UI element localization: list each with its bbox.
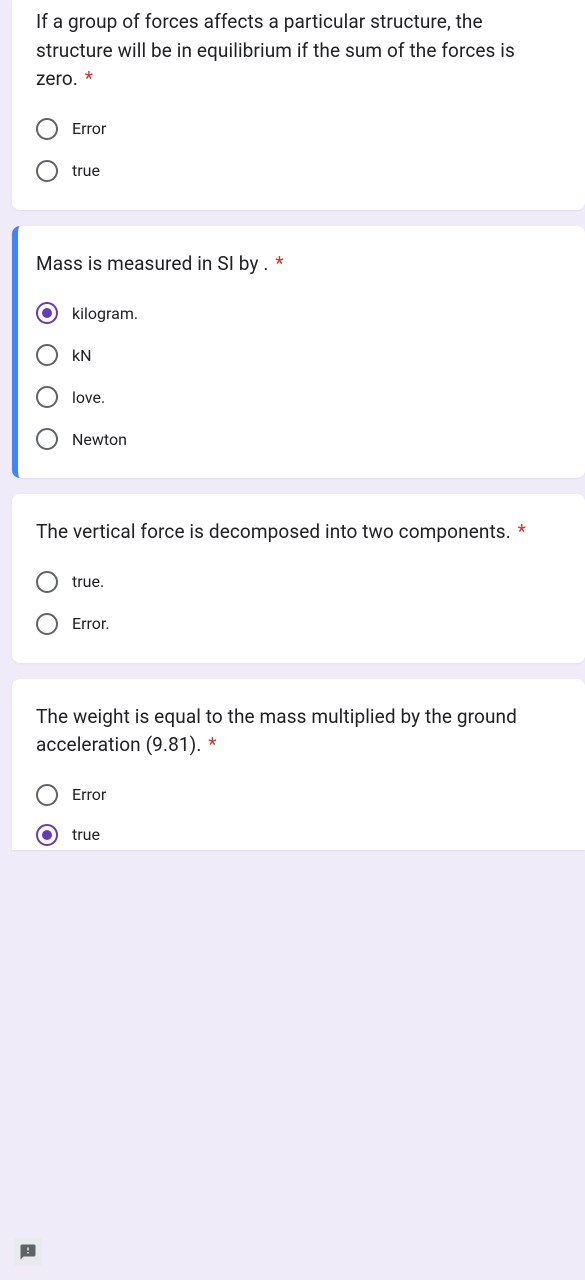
option-row[interactable]: Newton	[36, 428, 561, 450]
radio-icon	[36, 571, 58, 593]
radio-icon	[36, 824, 58, 846]
required-mark: *	[518, 520, 526, 543]
radio-icon	[36, 160, 58, 182]
option-row[interactable]: love.	[36, 386, 561, 408]
option-label: Newton	[72, 430, 127, 449]
question-card: The vertical force is decomposed into tw…	[12, 494, 585, 663]
option-row[interactable]: true	[36, 160, 561, 182]
option-row[interactable]: true.	[36, 571, 561, 593]
option-row[interactable]: Error	[36, 784, 561, 806]
options-group: Error true	[36, 784, 561, 846]
radio-icon	[36, 386, 58, 408]
option-label: love.	[72, 388, 105, 407]
option-row[interactable]: kilogram.	[36, 302, 561, 324]
question-text: Mass is measured in SI by . *	[36, 250, 561, 279]
radio-icon	[36, 302, 58, 324]
radio-icon	[36, 784, 58, 806]
option-label: kN	[72, 346, 92, 365]
options-group: true. Error.	[36, 571, 561, 635]
option-label: true.	[72, 572, 104, 591]
option-label: Error	[72, 785, 106, 804]
radio-icon	[36, 428, 58, 450]
option-row[interactable]: kN	[36, 344, 561, 366]
radio-icon	[36, 613, 58, 635]
required-mark: *	[85, 67, 93, 90]
feedback-icon[interactable]	[14, 1238, 42, 1266]
question-text-content: If a group of forces affects a particula…	[36, 10, 515, 90]
question-text: The vertical force is decomposed into tw…	[36, 518, 561, 547]
option-label: kilogram.	[72, 304, 138, 323]
question-text-content: Mass is measured in SI by .	[36, 252, 268, 275]
options-group: Error true	[36, 118, 561, 182]
option-label: Error	[72, 119, 106, 138]
question-text: If a group of forces affects a particula…	[36, 8, 561, 94]
option-label: true	[72, 161, 100, 180]
radio-icon	[36, 118, 58, 140]
required-mark: *	[208, 733, 216, 756]
option-label: true	[72, 825, 100, 844]
form-container: If a group of forces affects a particula…	[0, 0, 585, 850]
required-mark: *	[275, 252, 283, 275]
question-card: The weight is equal to the mass multipli…	[12, 679, 585, 850]
option-row[interactable]: Error	[36, 118, 561, 140]
question-text: The weight is equal to the mass multipli…	[36, 703, 561, 760]
option-row[interactable]: true	[36, 824, 561, 846]
question-text-content: The vertical force is decomposed into tw…	[36, 520, 511, 543]
radio-icon	[36, 344, 58, 366]
question-card: Mass is measured in SI by . * kilogram. …	[12, 226, 585, 479]
options-group: kilogram. kN love. Newton	[36, 302, 561, 450]
option-label: Error.	[72, 614, 110, 633]
question-text-content: The weight is equal to the mass multipli…	[36, 705, 517, 757]
option-row[interactable]: Error.	[36, 613, 561, 635]
question-card: If a group of forces affects a particula…	[12, 0, 585, 210]
